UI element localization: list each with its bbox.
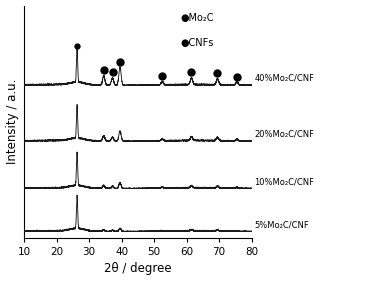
Y-axis label: Intensity / a.u.: Intensity / a.u. xyxy=(5,79,18,164)
Text: 40%Mo₂C/CNF: 40%Mo₂C/CNF xyxy=(254,74,314,83)
Text: 20%Mo₂C/CNF: 20%Mo₂C/CNF xyxy=(254,130,314,139)
Text: 5%Mo₂C/CNF: 5%Mo₂C/CNF xyxy=(254,220,309,229)
Text: ●Mo₂C: ●Mo₂C xyxy=(180,13,213,22)
Text: 10%Mo₂C/CNF: 10%Mo₂C/CNF xyxy=(254,177,314,186)
X-axis label: 2θ / degree: 2θ / degree xyxy=(104,262,172,275)
Text: ●CNFs: ●CNFs xyxy=(180,38,213,48)
